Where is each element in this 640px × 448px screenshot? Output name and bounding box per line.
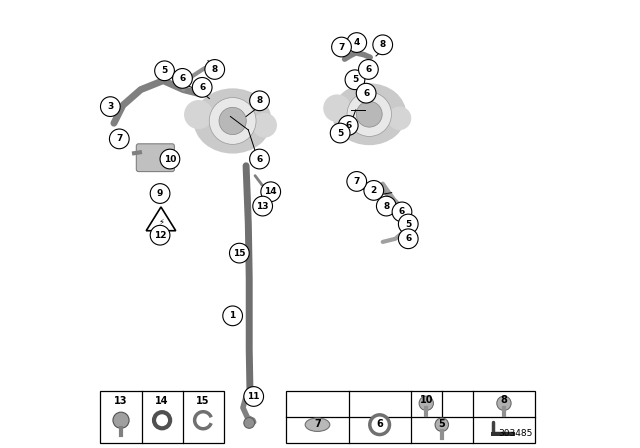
Circle shape xyxy=(392,202,412,222)
Circle shape xyxy=(332,37,351,57)
Text: 6: 6 xyxy=(376,419,383,429)
Text: 8: 8 xyxy=(257,96,262,105)
Ellipse shape xyxy=(324,95,350,121)
Circle shape xyxy=(347,172,367,191)
Text: ⚡: ⚡ xyxy=(158,217,164,226)
Text: 15: 15 xyxy=(196,396,210,405)
Circle shape xyxy=(205,60,225,79)
Circle shape xyxy=(173,69,192,88)
Text: 6: 6 xyxy=(179,74,186,83)
Circle shape xyxy=(230,243,249,263)
Circle shape xyxy=(261,182,280,202)
Text: 7: 7 xyxy=(116,134,122,143)
Text: 11: 11 xyxy=(248,392,260,401)
Text: 13: 13 xyxy=(257,202,269,211)
Circle shape xyxy=(419,396,433,410)
Text: 13: 13 xyxy=(115,396,128,405)
Circle shape xyxy=(398,214,418,234)
Text: 8: 8 xyxy=(212,65,218,74)
Circle shape xyxy=(356,101,382,127)
Circle shape xyxy=(339,116,358,135)
Text: 5: 5 xyxy=(161,66,168,75)
Circle shape xyxy=(219,108,246,134)
FancyBboxPatch shape xyxy=(100,391,224,443)
Circle shape xyxy=(356,83,376,103)
FancyBboxPatch shape xyxy=(136,144,174,172)
Circle shape xyxy=(497,396,511,410)
Text: 10: 10 xyxy=(419,395,433,405)
Circle shape xyxy=(244,418,255,428)
Text: 5: 5 xyxy=(352,75,358,84)
Circle shape xyxy=(160,149,180,169)
Circle shape xyxy=(345,70,365,90)
Text: 8: 8 xyxy=(383,202,389,211)
Circle shape xyxy=(100,97,120,116)
Circle shape xyxy=(358,60,378,79)
Circle shape xyxy=(398,229,418,249)
Circle shape xyxy=(364,181,383,200)
Circle shape xyxy=(373,35,392,55)
Ellipse shape xyxy=(305,418,330,431)
Text: 5: 5 xyxy=(337,129,343,138)
Text: 8: 8 xyxy=(500,395,508,405)
Text: 6: 6 xyxy=(345,121,351,130)
Circle shape xyxy=(435,418,449,431)
Bar xyxy=(490,432,515,436)
Text: 14: 14 xyxy=(264,187,277,196)
FancyBboxPatch shape xyxy=(287,391,535,443)
Text: 12: 12 xyxy=(154,231,166,240)
Ellipse shape xyxy=(185,101,212,129)
Text: 1: 1 xyxy=(230,311,236,320)
Text: 6: 6 xyxy=(405,234,412,243)
Circle shape xyxy=(192,78,212,97)
Text: 7: 7 xyxy=(314,419,321,429)
Text: 7: 7 xyxy=(339,43,345,52)
Text: 5: 5 xyxy=(438,419,445,429)
Circle shape xyxy=(209,98,256,144)
Polygon shape xyxy=(146,207,176,231)
Circle shape xyxy=(154,412,170,428)
Text: 5: 5 xyxy=(405,220,412,228)
Text: 6: 6 xyxy=(257,155,262,164)
Circle shape xyxy=(253,196,273,216)
Circle shape xyxy=(155,61,174,81)
Text: 303485: 303485 xyxy=(499,429,533,438)
Circle shape xyxy=(244,387,264,406)
Circle shape xyxy=(150,184,170,203)
Text: 15: 15 xyxy=(233,249,246,258)
Circle shape xyxy=(150,225,170,245)
Text: 4: 4 xyxy=(353,38,360,47)
Text: 2: 2 xyxy=(371,186,377,195)
Circle shape xyxy=(330,123,350,143)
Ellipse shape xyxy=(253,113,276,137)
Circle shape xyxy=(347,92,392,136)
Ellipse shape xyxy=(333,84,406,145)
Circle shape xyxy=(109,129,129,149)
Text: 3: 3 xyxy=(108,102,113,111)
Ellipse shape xyxy=(388,107,411,129)
Ellipse shape xyxy=(195,89,271,153)
Text: 14: 14 xyxy=(156,396,169,405)
Circle shape xyxy=(250,91,269,111)
Text: 6: 6 xyxy=(199,83,205,92)
Text: 9: 9 xyxy=(157,189,163,198)
Text: 7: 7 xyxy=(353,177,360,186)
Text: 6: 6 xyxy=(399,207,405,216)
Circle shape xyxy=(376,196,396,216)
Text: 6: 6 xyxy=(363,89,369,98)
Circle shape xyxy=(347,33,367,52)
Circle shape xyxy=(223,306,243,326)
Circle shape xyxy=(250,149,269,169)
Text: 6: 6 xyxy=(365,65,371,74)
Text: 10: 10 xyxy=(164,155,176,164)
Circle shape xyxy=(370,415,390,435)
Circle shape xyxy=(113,412,129,428)
Text: 8: 8 xyxy=(380,40,386,49)
